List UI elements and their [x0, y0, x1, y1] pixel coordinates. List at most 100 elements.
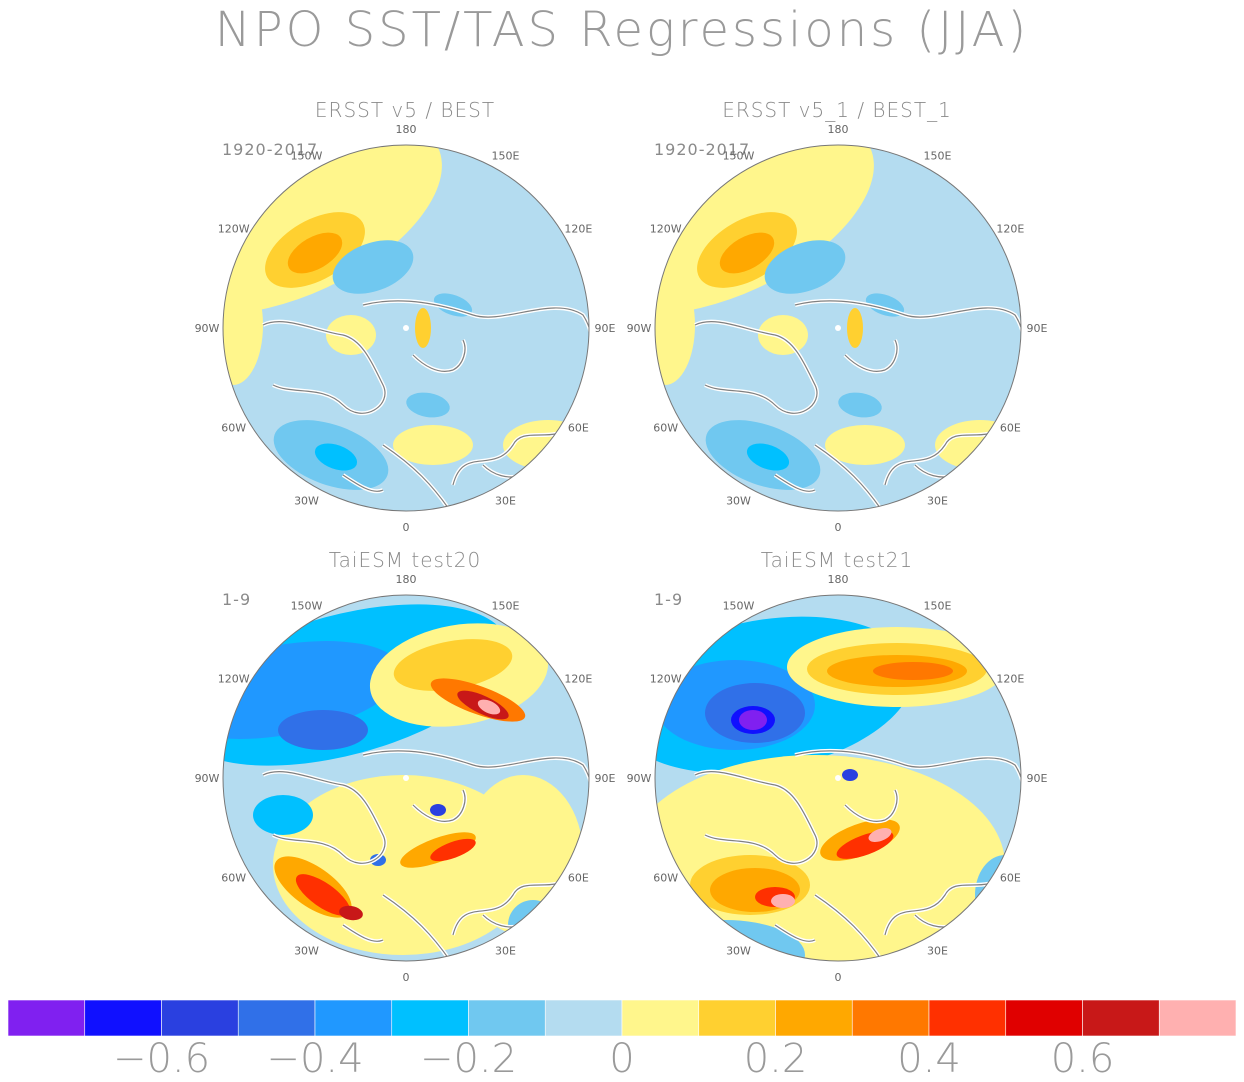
anomaly-region	[842, 769, 858, 781]
north-pole	[403, 325, 409, 331]
map-panel-taiesm-test21: TaiESM test21 1-9 180 150E 120E 90E 60E 30E 0 3…	[622, 548, 1052, 988]
field-shading	[655, 595, 1021, 1002]
north-pole	[835, 775, 841, 781]
anomaly-region	[873, 662, 953, 680]
field-shading	[655, 145, 1021, 511]
longitude-label: 120E	[996, 223, 1024, 236]
longitude-label: 120W	[218, 673, 250, 686]
map-panel-ersst-best-1: ERSST v5_1 / BEST_1 1920-2017 180 150E 120…	[622, 98, 1052, 538]
longitude-label: 60W	[653, 422, 678, 435]
field-shading	[223, 145, 589, 511]
longitude-label: 60W	[221, 872, 246, 885]
longitude-label: 30W	[726, 944, 751, 957]
colorbar-swatch	[1082, 1000, 1160, 1036]
panel-title: TaiESM test21	[760, 548, 914, 572]
longitude-label: 90W	[195, 322, 220, 335]
longitude-label: 150W	[723, 600, 755, 613]
colorbar-swatch	[391, 1000, 469, 1036]
anomaly-region	[735, 978, 795, 1002]
anomaly-region	[758, 315, 808, 355]
anomaly-region	[975, 855, 1021, 935]
colorbar-swatch	[161, 1000, 239, 1036]
coastline	[362, 300, 589, 486]
colorbar-swatch	[1158, 1000, 1236, 1036]
longitude-label: 120W	[218, 223, 250, 236]
anomaly-region	[393, 639, 513, 691]
coastline	[342, 474, 384, 492]
anomaly-region	[847, 308, 863, 348]
longitude-label: 180	[396, 573, 417, 586]
map-panel-taiesm-test20: TaiESM test20 1-9 180 150E 120E 90E 60E 30E 0 3…	[190, 548, 620, 988]
colorbar-tick-label: 0.4	[897, 1036, 961, 1082]
coastline	[814, 444, 956, 511]
map-border	[654, 144, 1022, 512]
anomaly-region	[406, 392, 450, 418]
longitude-label: 30E	[927, 494, 948, 507]
coastline	[814, 894, 956, 961]
longitude-label: 120W	[650, 673, 682, 686]
longitude-label: 180	[828, 123, 849, 136]
longitude-label: 60W	[653, 872, 678, 885]
longitude-label: 150E	[492, 150, 520, 163]
longitude-label: 120W	[650, 223, 682, 236]
colorbar-swatch	[314, 1000, 393, 1036]
polar-map: 180 150E 120E 90E 60E 30E 0 30W 60W 90W 120W 150W	[195, 123, 616, 534]
period-label: 1920-2017	[654, 140, 751, 159]
colorbar-tick-label: −0.2	[419, 1036, 518, 1082]
longitude-label: 150E	[492, 600, 520, 613]
longitude-label: 60E	[1000, 422, 1021, 435]
anomaly-region	[655, 265, 695, 385]
anomaly-region	[393, 425, 473, 465]
anomaly-region	[838, 392, 882, 418]
colorbar-tick-label: 0.2	[743, 1036, 808, 1082]
polar-map: 180 150E 120E 90E 60E 30E 0 30W 60W 90W 120W 150W	[627, 123, 1048, 534]
longitude-label: 30W	[294, 494, 319, 507]
longitude-label: 90E	[1027, 322, 1048, 335]
coastline	[794, 300, 1021, 486]
north-pole	[403, 775, 409, 781]
anomaly-region	[295, 874, 351, 916]
longitude-label: 120E	[564, 673, 592, 686]
coastline	[362, 750, 589, 936]
period-label: 1-9	[222, 590, 252, 609]
longitude-label: 180	[828, 573, 849, 586]
colorbar-tick-label: 0.6	[1050, 1036, 1115, 1082]
colorbar	[8, 1000, 1236, 1036]
longitude-label: 120E	[996, 673, 1024, 686]
colorbar-swatch	[237, 1000, 316, 1036]
anomaly-region	[278, 710, 368, 750]
page-title: NPO SST/TAS Regressions (JJA)	[214, 2, 1030, 58]
colorbar-swatch	[775, 1000, 853, 1036]
period-label: 1920-2017	[222, 140, 319, 159]
longitude-label: 0	[403, 971, 410, 984]
colorbar-labels: −0.6 −0.4 −0.2 0 0.2 0.4 0.6	[8, 1036, 1236, 1082]
anomaly-region	[719, 232, 775, 274]
longitude-label: 30W	[294, 944, 319, 957]
anomaly-region	[430, 804, 446, 816]
coastline	[774, 474, 816, 492]
anomaly-region	[764, 240, 846, 294]
longitude-label: 150W	[291, 150, 323, 163]
coastline	[774, 924, 816, 942]
colorbar-swatch	[851, 1000, 930, 1036]
coastline	[262, 771, 386, 864]
colorbar-swatch	[468, 1000, 546, 1036]
longitude-label: 120E	[564, 223, 592, 236]
period-label: 1-9	[654, 590, 684, 609]
coastline	[694, 771, 818, 864]
anomaly-region	[223, 395, 233, 495]
longitude-label: 60E	[568, 422, 589, 435]
north-pole	[835, 325, 841, 331]
colorbar-swatch	[621, 1000, 700, 1036]
coastline	[694, 321, 818, 414]
longitude-label: 0	[403, 521, 410, 534]
coastline	[794, 750, 1021, 936]
anomaly-region	[326, 315, 376, 355]
longitude-label: 90W	[627, 772, 652, 785]
panel-title: ERSST v5 / BEST	[314, 98, 496, 122]
anomaly-region	[314, 443, 358, 471]
anomaly-region	[746, 443, 790, 471]
map-panel-ersst-best: ERSST v5 / BEST 1920-2017 180 150E 120E 90E…	[190, 98, 620, 538]
colorbar-swatch	[1005, 1000, 1083, 1036]
colorbar-swatch	[84, 1000, 162, 1036]
